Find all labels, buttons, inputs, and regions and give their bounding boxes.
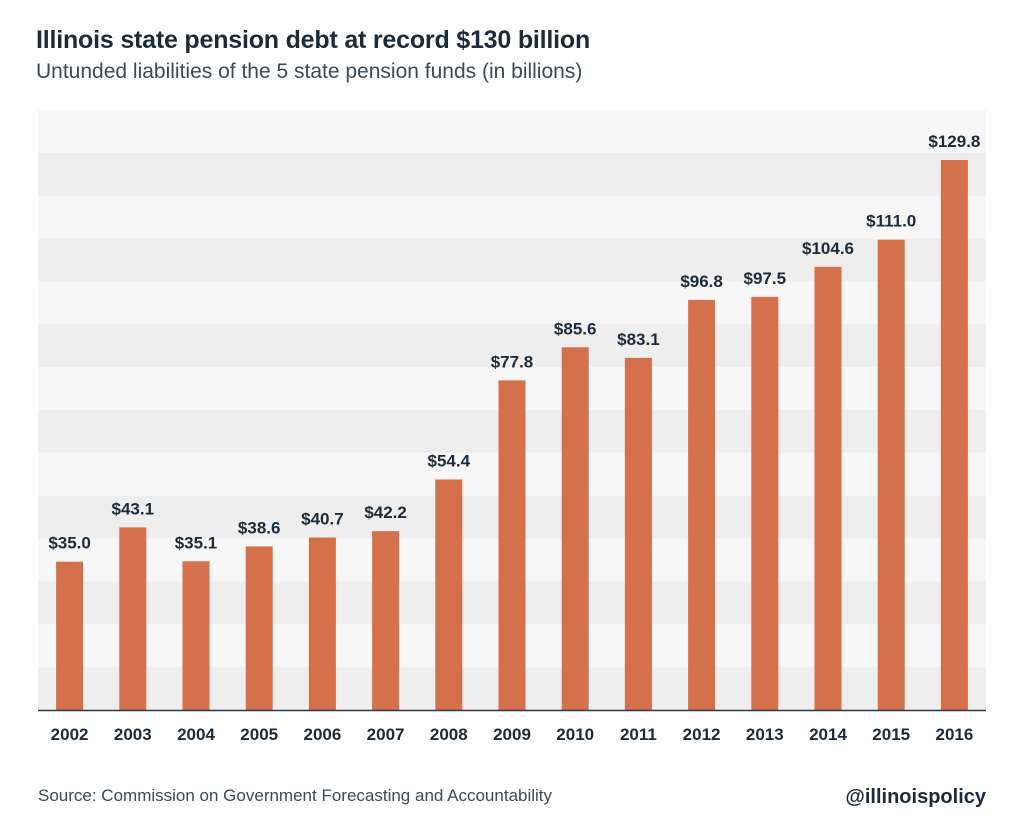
value-label-2002: $35.0 <box>48 534 91 553</box>
value-label-2007: $42.2 <box>364 503 407 522</box>
bar-2012 <box>688 299 716 710</box>
bar-2002 <box>56 561 84 710</box>
bar-2015 <box>877 239 905 710</box>
bar-2008 <box>435 479 463 710</box>
bar-2010 <box>561 347 589 710</box>
x-tick-label-2004: 2004 <box>177 725 215 744</box>
bar-chart: $35.0 $43.1 $35.1 $38.6 $40.7 $42.2 $54.4 $77.8… <box>38 110 986 744</box>
chart-title: Illinois state pension debt at record $1… <box>36 26 591 54</box>
x-tick-labels-group: 2002 2003 2004 2005 2006 2007 2008 2009 2010 2011… <box>51 725 974 744</box>
x-tick-label-2011: 2011 <box>620 725 657 744</box>
value-label-2016: $129.8 <box>928 132 980 151</box>
x-tick-label-2009: 2009 <box>493 725 531 744</box>
grid-band <box>38 152 986 196</box>
bar-2004 <box>182 561 210 710</box>
value-label-2015: $111.0 <box>866 212 916 231</box>
x-tick-label-2005: 2005 <box>240 725 278 744</box>
twitter-handle: @illinoispolicy <box>845 786 986 808</box>
value-label-2010: $85.6 <box>554 319 597 338</box>
bar-2006 <box>308 537 336 710</box>
bar-2011 <box>624 357 652 710</box>
bar-2014 <box>814 266 842 710</box>
value-label-2003: $43.1 <box>112 499 155 518</box>
x-tick-label-2014: 2014 <box>809 725 847 744</box>
value-label-2008: $54.4 <box>428 451 471 470</box>
value-label-2012: $96.8 <box>680 272 723 291</box>
x-tick-label-2012: 2012 <box>683 725 721 744</box>
value-label-2006: $40.7 <box>301 510 344 529</box>
bar-2005 <box>245 546 273 710</box>
chart-subtitle: Untunded liabilities of the 5 state pens… <box>36 60 583 83</box>
grid-band <box>38 195 986 239</box>
x-tick-label-2010: 2010 <box>556 725 594 744</box>
x-tick-label-2016: 2016 <box>935 725 973 744</box>
value-labels-group: $35.0 $43.1 $35.1 $38.6 $40.7 $42.2 $54.4 $77.8… <box>48 132 980 553</box>
x-tick-label-2003: 2003 <box>114 725 152 744</box>
grid-band <box>38 281 986 325</box>
x-tick-label-2008: 2008 <box>430 725 468 744</box>
x-tick-label-2002: 2002 <box>51 725 89 744</box>
x-tick-label-2006: 2006 <box>303 725 341 744</box>
value-label-2009: $77.8 <box>491 352 534 371</box>
bar-2003 <box>119 527 147 710</box>
bar-2013 <box>751 296 779 710</box>
value-label-2004: $35.1 <box>175 533 218 552</box>
x-tick-label-2013: 2013 <box>746 725 784 744</box>
x-tick-label-2007: 2007 <box>367 725 405 744</box>
bar-2007 <box>372 531 400 710</box>
value-label-2005: $38.6 <box>238 518 281 537</box>
value-label-2011: $83.1 <box>617 330 660 349</box>
bar-2016 <box>940 160 968 710</box>
grid-band <box>38 110 986 153</box>
bars-group <box>56 160 968 710</box>
x-tick-label-2015: 2015 <box>872 725 910 744</box>
value-label-2014: $104.6 <box>802 239 854 258</box>
bar-2009 <box>498 380 526 710</box>
value-label-2013: $97.5 <box>744 269 787 288</box>
source-note: Source: Commission on Government Forecas… <box>38 786 553 805</box>
